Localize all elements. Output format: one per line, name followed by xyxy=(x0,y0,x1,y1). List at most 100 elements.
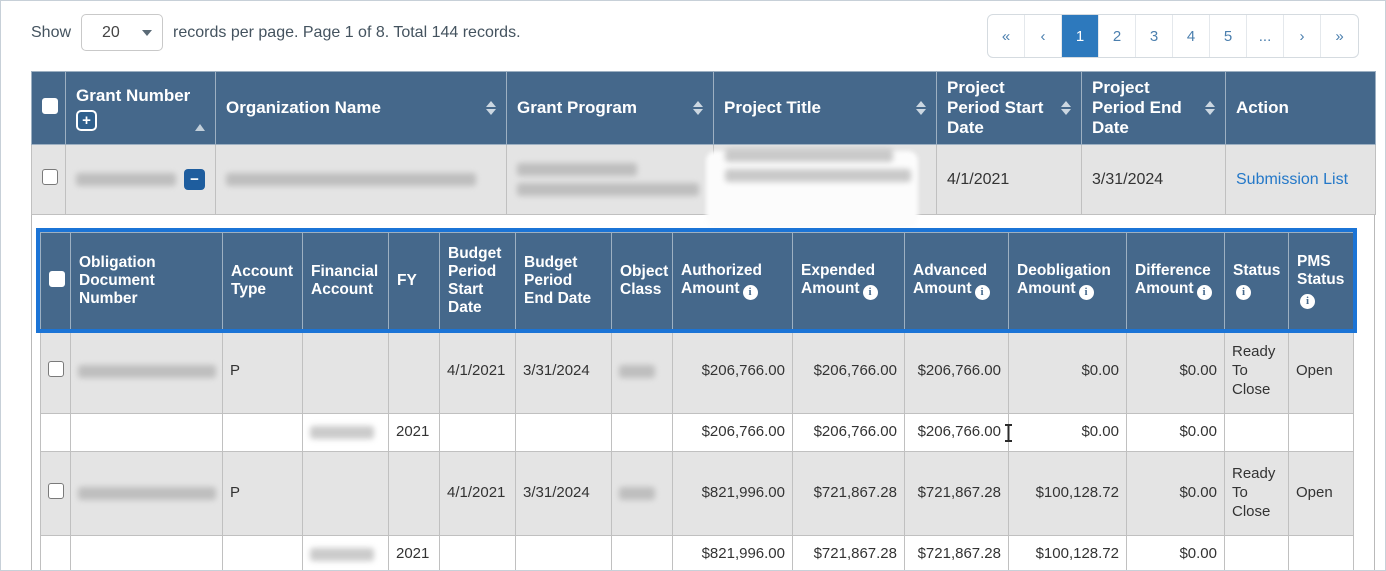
info-icon[interactable]: i xyxy=(1078,285,1094,300)
obligation-select-cell xyxy=(40,535,71,570)
select-all-obligations-header xyxy=(40,232,71,330)
organization-name-header[interactable]: Organization Name xyxy=(215,71,507,145)
status-label: Status xyxy=(1233,262,1281,279)
grant-row: − 4/1/2021 3/31/2024 Submission List xyxy=(31,144,1376,215)
project-title-header[interactable]: Project Title xyxy=(713,71,937,145)
expand-all-icon[interactable]: + xyxy=(76,109,97,131)
select-all-obligations-checkbox[interactable] xyxy=(49,270,65,287)
grant-number-header[interactable]: Grant Number + xyxy=(65,71,216,145)
project-period-start-cell: 4/1/2021 xyxy=(936,144,1082,215)
status-cell: Ready To Close xyxy=(1224,451,1289,536)
authorized-amount-cell: $821,996.00 xyxy=(672,451,793,536)
budget-period-end-cell: 3/31/2024 xyxy=(515,451,612,536)
pagination-next[interactable]: › xyxy=(1284,15,1321,57)
status-header: Status i xyxy=(1224,232,1289,330)
budget-period-end-header: Budget Period End Date xyxy=(515,232,612,330)
obligations-header-row: Obligation Document Number Account Type … xyxy=(40,232,1354,330)
pagination-page-2[interactable]: 2 xyxy=(1099,15,1136,57)
budget-period-start-cell xyxy=(439,413,516,452)
financial-account-cell xyxy=(302,329,389,414)
project-period-start-header[interactable]: Project Period Start Date xyxy=(936,71,1082,145)
obligation-select-cell xyxy=(40,413,71,452)
advanced-amount-cell: $721,867.28 xyxy=(904,535,1009,570)
pagination-ellipsis: ... xyxy=(1247,15,1284,57)
redacted-object-class xyxy=(619,486,655,500)
pagination-page-1[interactable]: 1 xyxy=(1062,15,1099,57)
records-summary: records per page. Page 1 of 8. Total 144… xyxy=(173,23,521,41)
sort-icon xyxy=(916,101,926,115)
advanced-amount-value: $206,766.00 xyxy=(917,423,1001,441)
budget-period-end-cell xyxy=(515,413,612,452)
advanced-amount-header: Advanced Amount i xyxy=(904,232,1009,330)
difference-amount-label: Difference Amount xyxy=(1135,262,1211,297)
sort-icon xyxy=(486,101,496,115)
pms-status-label: PMS Status xyxy=(1297,253,1345,288)
submission-list-link[interactable]: Submission List xyxy=(1236,170,1349,188)
obligation-row-checkbox[interactable] xyxy=(48,360,64,377)
fy-cell xyxy=(388,451,440,536)
collapse-row-icon[interactable]: − xyxy=(184,169,205,190)
fy-cell: 2021 xyxy=(388,535,440,570)
action-header: Action xyxy=(1225,71,1376,145)
fy-cell xyxy=(388,329,440,414)
grant-row-checkbox[interactable] xyxy=(42,169,58,185)
obligation-document-number-header: Obligation Document Number xyxy=(70,232,223,330)
grant-number-cell: − xyxy=(65,144,216,215)
deobligation-amount-cell: $100,128.72 xyxy=(1008,451,1127,536)
page-size-select[interactable]: 20 xyxy=(81,14,164,51)
deobligation-amount-cell: $0.00 xyxy=(1008,413,1127,452)
redacted-grant-program xyxy=(517,163,703,196)
obligation-row-checkbox[interactable] xyxy=(48,482,64,499)
pagination-page-3[interactable]: 3 xyxy=(1136,15,1173,57)
authorized-amount-cell: $821,996.00 xyxy=(672,535,793,570)
pagination-last[interactable]: » xyxy=(1335,27,1344,45)
obligation-detail-row: 2021 $821,996.00 $721,867.28 $721,867.28… xyxy=(40,535,1354,570)
redacted-organization-name xyxy=(226,172,476,186)
project-period-end-header[interactable]: Project Period End Date xyxy=(1081,71,1226,145)
project-period-start-label: Project Period Start Date xyxy=(947,78,1044,137)
budget-period-end-cell: 3/31/2024 xyxy=(515,329,612,414)
redacted-financial-account xyxy=(310,547,374,561)
select-all-grants-checkbox[interactable] xyxy=(42,97,58,114)
deobligation-amount-label: Deobligation Amount xyxy=(1017,262,1111,297)
grant-detail-container xyxy=(31,202,1375,570)
fy-cell: 2021 xyxy=(388,413,440,452)
redaction-smudge xyxy=(706,151,918,227)
status-cell xyxy=(1224,535,1289,570)
pms-status-cell: Open xyxy=(1288,329,1354,414)
project-title-label: Project Title xyxy=(724,98,821,117)
obligation-document-number-cell xyxy=(70,413,223,452)
sort-icon xyxy=(1061,101,1071,115)
project-period-end-label: Project Period End Date xyxy=(1092,78,1182,137)
grant-program-header[interactable]: Grant Program xyxy=(506,71,714,145)
expended-amount-cell: $721,867.28 xyxy=(792,451,905,536)
pagination-prev[interactable]: ‹ xyxy=(1025,15,1062,57)
fy-header: FY xyxy=(388,232,440,330)
expended-amount-label: Expended Amount xyxy=(801,262,876,297)
grants-table: Grant Number + Organization Name Grant P… xyxy=(31,71,1376,215)
advanced-amount-cell: $206,766.00 xyxy=(904,413,1013,452)
info-icon[interactable]: i xyxy=(974,285,990,300)
financial-account-cell xyxy=(302,451,389,536)
expended-amount-cell: $721,867.28 xyxy=(792,535,905,570)
info-icon[interactable]: i xyxy=(862,285,878,300)
info-icon[interactable]: i xyxy=(1300,294,1315,309)
page-size-value: 20 xyxy=(102,23,120,41)
pagination-page-5[interactable]: 5 xyxy=(1210,15,1247,57)
grant-program-label: Grant Program xyxy=(517,98,637,117)
pagination-page-4[interactable]: 4 xyxy=(1173,15,1210,57)
authorized-amount-cell: $206,766.00 xyxy=(672,329,793,414)
budget-period-start-header: Budget Period Start Date xyxy=(439,232,516,330)
pagination-first[interactable]: « xyxy=(988,15,1025,57)
info-icon[interactable]: i xyxy=(1236,285,1251,300)
status-cell xyxy=(1224,413,1289,452)
object-class-cell xyxy=(611,329,673,414)
action-cell: Submission List xyxy=(1225,144,1376,215)
info-icon[interactable]: i xyxy=(1196,285,1212,300)
obligation-detail-row: 2021 $206,766.00 $206,766.00 $206,766.00… xyxy=(40,413,1354,452)
obligation-select-cell xyxy=(40,329,71,414)
difference-amount-cell: $0.00 xyxy=(1126,329,1225,414)
info-icon[interactable]: i xyxy=(742,285,758,300)
expended-amount-header: Expended Amount i xyxy=(792,232,905,330)
obligation-document-number-cell xyxy=(70,535,223,570)
